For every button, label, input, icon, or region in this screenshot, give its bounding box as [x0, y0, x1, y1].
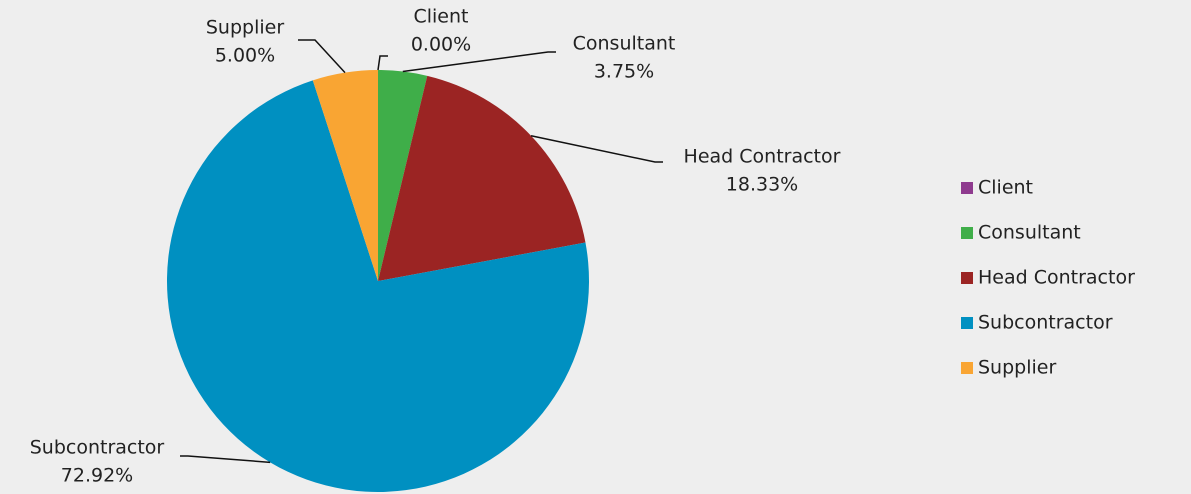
- slice-value-label: 72.92%: [61, 465, 133, 487]
- slice-label: Supplier: [206, 17, 284, 39]
- legend-label: Head Contractor: [978, 267, 1135, 289]
- pie-slice: [378, 75, 586, 281]
- leader-line: [530, 135, 663, 163]
- pie-slice: [378, 70, 428, 281]
- leader-line: [180, 455, 271, 464]
- slice-label: Consultant: [573, 33, 676, 55]
- slice-value-label: 5.00%: [215, 45, 275, 67]
- leader-line: [377, 55, 388, 71]
- legend-swatch: [961, 227, 973, 239]
- leader-line: [298, 39, 346, 74]
- legend-swatch: [961, 182, 973, 194]
- slice-label: Head Contractor: [684, 146, 841, 168]
- pie-slice: [167, 80, 589, 493]
- legend-label: Supplier: [978, 357, 1056, 379]
- slice-value-label: 3.75%: [594, 61, 654, 83]
- pie-slice: [312, 70, 378, 281]
- legend-swatch: [961, 272, 973, 284]
- legend-label: Subcontractor: [978, 312, 1113, 334]
- slice-value-label: 18.33%: [726, 174, 798, 196]
- legend-swatch: [961, 362, 973, 374]
- slice-label: Subcontractor: [30, 437, 165, 459]
- leader-line: [402, 51, 556, 73]
- legend-label: Consultant: [978, 222, 1081, 244]
- slice-value-label: 0.00%: [411, 34, 471, 56]
- slice-label: Client: [413, 6, 468, 28]
- legend-label: Client: [978, 177, 1033, 199]
- legend-swatch: [961, 317, 973, 329]
